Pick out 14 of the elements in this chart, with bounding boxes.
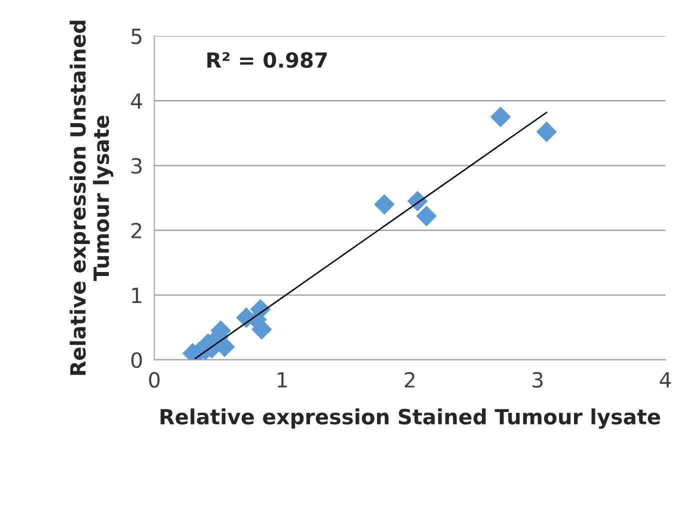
y-tick-label: 0 [131, 352, 142, 368]
y-tick-label: 3 [132, 158, 142, 174]
x-tick-label: 1 [278, 372, 287, 388]
x-tick-label: 3 [532, 372, 543, 388]
x-tick-label: 2 [404, 372, 414, 388]
y-axis-title: Relative expression Unstained Tumour lysate [70, 20, 114, 375]
y-tick-label: 2 [132, 222, 142, 238]
x-axis-title: Relative expression Stained Tumour lysate [160, 408, 660, 429]
y-tick-label: 4 [131, 93, 142, 109]
y-tick-label: 5 [132, 28, 142, 44]
y-tick-label: 1 [132, 288, 142, 303]
annotation: R² = 0.987 [207, 52, 327, 68]
x-tick-label: 0 [149, 372, 160, 388]
x-tick-label: 4 [660, 372, 671, 388]
